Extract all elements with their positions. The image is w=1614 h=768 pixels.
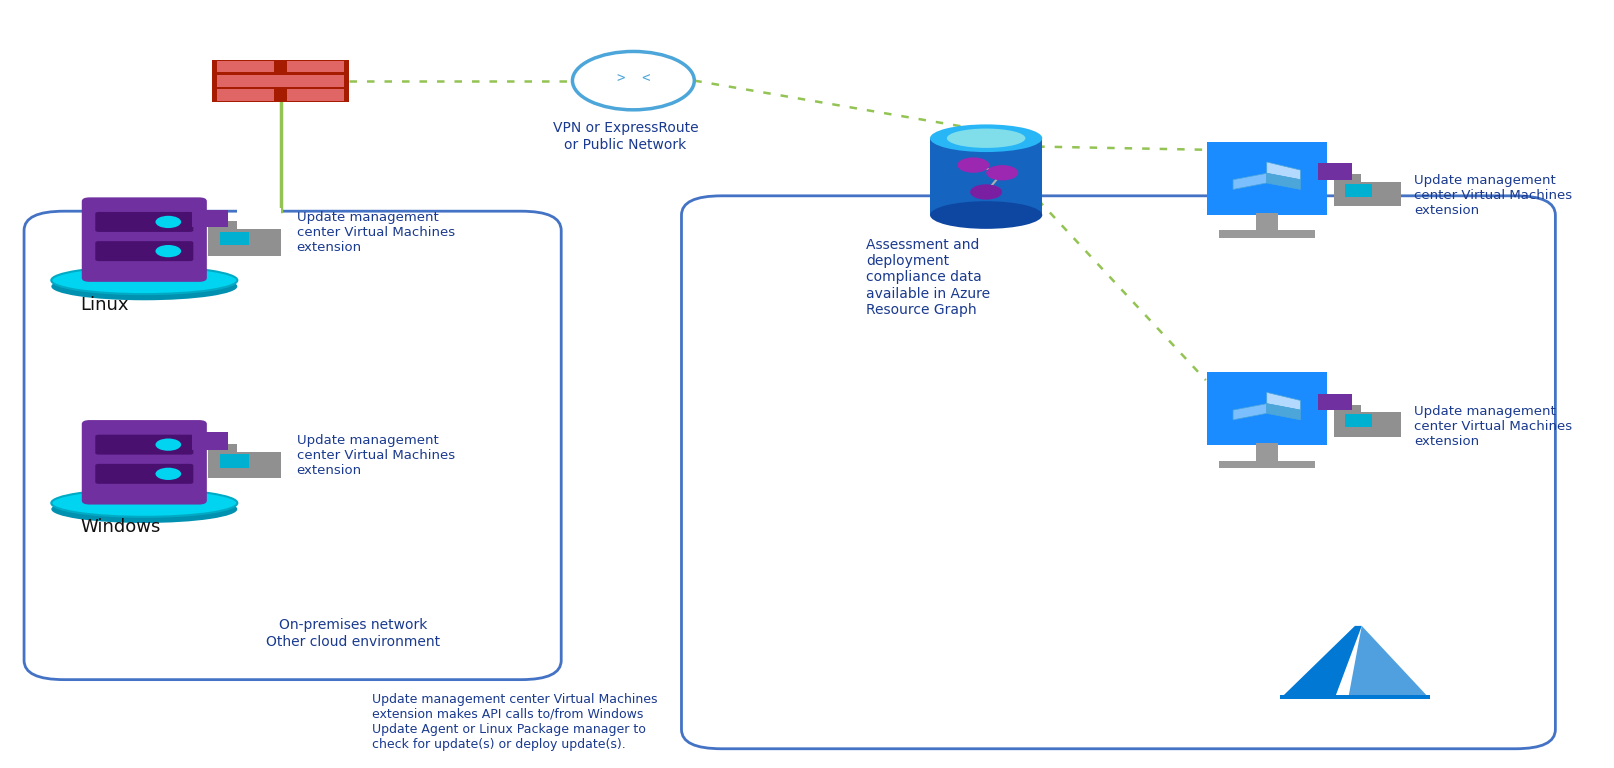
FancyBboxPatch shape — [218, 89, 274, 101]
FancyBboxPatch shape — [95, 435, 194, 455]
FancyBboxPatch shape — [1319, 394, 1353, 410]
FancyBboxPatch shape — [192, 210, 228, 227]
Ellipse shape — [52, 489, 237, 517]
FancyBboxPatch shape — [1256, 443, 1278, 465]
Text: Linux: Linux — [81, 296, 129, 313]
Text: Windows: Windows — [81, 518, 160, 536]
Polygon shape — [1267, 404, 1301, 420]
Circle shape — [573, 51, 694, 110]
Text: Update management center Virtual Machines
extension makes API calls to/from Wind: Update management center Virtual Machine… — [371, 693, 657, 750]
Ellipse shape — [52, 273, 237, 300]
FancyBboxPatch shape — [287, 89, 344, 101]
FancyBboxPatch shape — [95, 241, 194, 261]
Ellipse shape — [930, 201, 1043, 229]
FancyBboxPatch shape — [1335, 174, 1401, 207]
FancyBboxPatch shape — [213, 59, 349, 101]
Text: Update management
center Virtual Machines
extension: Update management center Virtual Machine… — [297, 434, 455, 477]
Ellipse shape — [52, 266, 237, 294]
FancyBboxPatch shape — [237, 208, 281, 229]
Circle shape — [155, 216, 181, 228]
FancyBboxPatch shape — [1346, 414, 1372, 427]
FancyBboxPatch shape — [237, 431, 281, 452]
Ellipse shape — [930, 124, 1043, 152]
FancyBboxPatch shape — [208, 221, 281, 256]
FancyBboxPatch shape — [192, 432, 228, 449]
FancyBboxPatch shape — [1280, 695, 1430, 699]
Text: >  <: > < — [617, 71, 650, 85]
Polygon shape — [1233, 404, 1267, 420]
FancyBboxPatch shape — [218, 61, 274, 72]
FancyBboxPatch shape — [82, 420, 207, 505]
FancyBboxPatch shape — [1361, 162, 1401, 182]
Polygon shape — [1348, 626, 1430, 699]
FancyBboxPatch shape — [287, 61, 344, 72]
Circle shape — [155, 245, 181, 257]
FancyBboxPatch shape — [1207, 372, 1327, 445]
Circle shape — [155, 468, 181, 480]
Text: Assessment and
deployment
compliance data
available in Azure
Resource Graph: Assessment and deployment compliance dat… — [865, 238, 989, 317]
Ellipse shape — [947, 128, 1025, 148]
FancyBboxPatch shape — [218, 74, 344, 87]
FancyBboxPatch shape — [930, 138, 1043, 215]
Circle shape — [957, 157, 989, 173]
FancyBboxPatch shape — [1207, 142, 1327, 215]
Polygon shape — [1267, 392, 1301, 410]
FancyBboxPatch shape — [208, 444, 281, 478]
Text: Update management
center Virtual Machines
extension: Update management center Virtual Machine… — [297, 211, 455, 254]
Text: Update management
center Virtual Machines
extension: Update management center Virtual Machine… — [1414, 405, 1572, 448]
FancyBboxPatch shape — [1256, 213, 1278, 234]
Circle shape — [970, 184, 1002, 200]
FancyBboxPatch shape — [1335, 405, 1401, 437]
Polygon shape — [1267, 174, 1301, 190]
Polygon shape — [1267, 162, 1301, 180]
Circle shape — [155, 439, 181, 451]
Circle shape — [986, 165, 1018, 180]
FancyBboxPatch shape — [95, 464, 194, 484]
Ellipse shape — [52, 495, 237, 523]
Polygon shape — [1280, 626, 1362, 699]
Text: On-premises network
Other cloud environment: On-premises network Other cloud environm… — [266, 618, 441, 649]
FancyBboxPatch shape — [1219, 230, 1315, 238]
FancyBboxPatch shape — [82, 197, 207, 282]
FancyBboxPatch shape — [221, 231, 249, 245]
FancyBboxPatch shape — [221, 454, 249, 468]
Text: VPN or ExpressRoute
or Public Network: VPN or ExpressRoute or Public Network — [552, 121, 699, 151]
Polygon shape — [1233, 174, 1267, 190]
FancyBboxPatch shape — [1219, 461, 1315, 468]
FancyBboxPatch shape — [1361, 392, 1401, 412]
FancyBboxPatch shape — [1346, 184, 1372, 197]
Text: Update management
center Virtual Machines
extension: Update management center Virtual Machine… — [1414, 174, 1572, 217]
FancyBboxPatch shape — [1319, 164, 1353, 180]
FancyBboxPatch shape — [95, 212, 194, 232]
